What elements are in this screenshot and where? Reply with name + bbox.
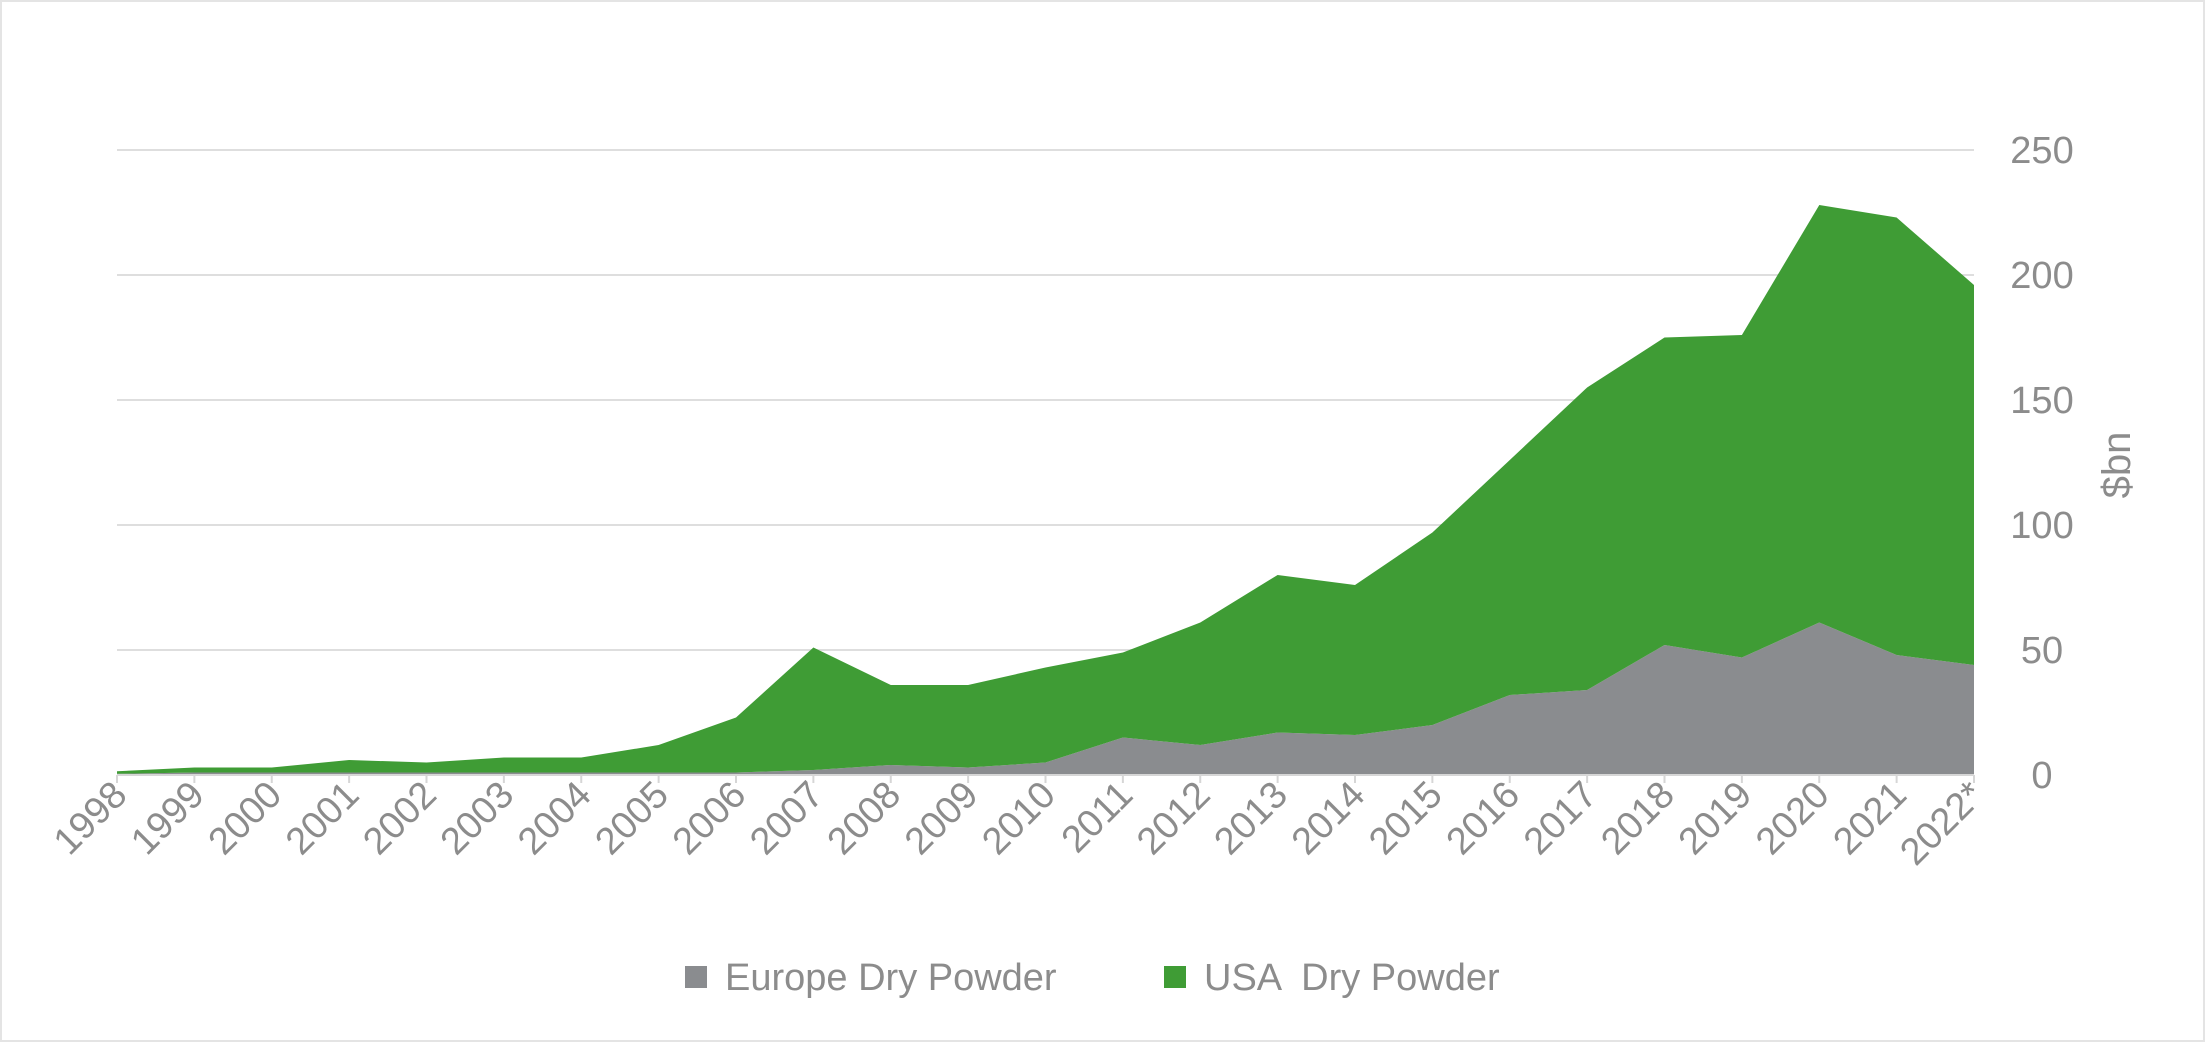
- legend-swatch-usa: [1164, 966, 1186, 988]
- y-tick-label: 200: [2010, 255, 2073, 297]
- y-tick-label: 50: [2021, 630, 2063, 672]
- x-tick-label: 2008: [820, 774, 909, 863]
- x-tick-label: 2022*: [1892, 774, 1992, 874]
- x-tick-label: 2019: [1671, 774, 1760, 863]
- legend-label-europe: Europe Dry Powder: [725, 957, 1057, 999]
- area-series-europe: [117, 622, 1974, 775]
- y-tick-label: 100: [2010, 505, 2073, 547]
- x-tick-label: 2004: [510, 774, 599, 863]
- legend-label-usa: USA Dry Powder: [1204, 957, 1500, 999]
- x-tick-label: 2018: [1593, 774, 1682, 863]
- x-tick-label: 2020: [1748, 774, 1837, 863]
- x-tick-label: 2015: [1361, 774, 1450, 863]
- y-tick-label: 250: [2010, 130, 2073, 172]
- y-axis-tick-labels: 0 50 100 150 200 250: [2010, 130, 2073, 797]
- x-tick-label: 2011: [1054, 774, 1141, 861]
- x-tick-label: 2017: [1516, 774, 1605, 863]
- x-tick-label: 2010: [974, 774, 1063, 863]
- y-tick-label: 0: [2031, 755, 2052, 797]
- x-tick-label: 2001: [278, 774, 367, 863]
- x-tick-label: 2003: [433, 774, 522, 863]
- x-tick-label: 2013: [1207, 774, 1296, 863]
- x-tick-label: 2016: [1439, 774, 1528, 863]
- x-tick-label: 2005: [588, 774, 677, 863]
- area-series-usa: [117, 205, 1974, 774]
- legend: Europe Dry Powder USA Dry Powder: [685, 957, 1500, 999]
- legend-swatch-europe: [685, 966, 707, 988]
- stacked-areas: [117, 205, 1974, 776]
- x-tick-label: 2009: [897, 774, 986, 863]
- x-tick-label: 2000: [201, 774, 290, 863]
- x-tick-label: 2014: [1284, 774, 1373, 863]
- y-tick-label: 150: [2010, 380, 2073, 422]
- x-tick-label: 2002: [355, 774, 444, 863]
- y-axis-title: $bn: [2095, 432, 2139, 499]
- x-tick-label: 2012: [1129, 774, 1218, 863]
- x-tick-label: 1999: [123, 774, 212, 863]
- x-tick-label: 2007: [742, 774, 831, 863]
- x-axis-tick-labels: 1998199920002001200220032004200520062007…: [46, 774, 1993, 874]
- x-tick-label: 2006: [665, 774, 754, 863]
- x-tick-label: 1998: [46, 774, 135, 863]
